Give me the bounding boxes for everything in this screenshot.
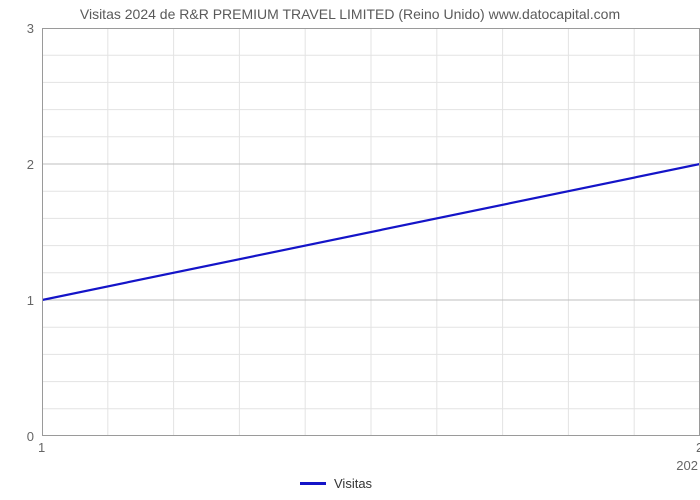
y-tick-label: 2 (27, 157, 34, 172)
legend-swatch (300, 482, 326, 485)
y-tick-label: 3 (27, 21, 34, 36)
x-tick-label: 1 (38, 440, 45, 455)
chart-container: Visitas 2024 de R&R PREMIUM TRAVEL LIMIT… (0, 0, 700, 500)
y-tick-label: 1 (27, 293, 34, 308)
legend: Visitas (300, 476, 372, 491)
y-tick-label: 0 (27, 429, 34, 444)
x-axis-secondary-label: 202 (676, 458, 698, 473)
chart-plot (42, 28, 700, 436)
x-tick-label: 2 (696, 440, 700, 455)
chart-title: Visitas 2024 de R&R PREMIUM TRAVEL LIMIT… (0, 6, 700, 22)
legend-label: Visitas (334, 476, 372, 491)
